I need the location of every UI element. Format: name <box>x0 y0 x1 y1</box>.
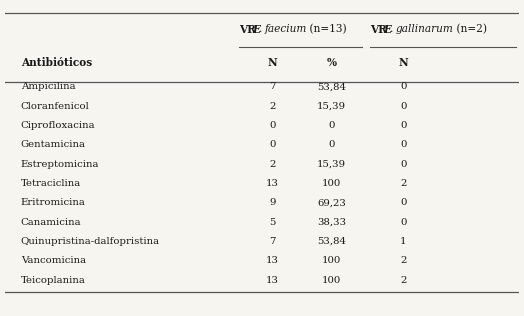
Text: N: N <box>267 57 277 68</box>
Text: 0: 0 <box>400 121 407 130</box>
Text: (n=2): (n=2) <box>453 24 487 35</box>
Text: Gentamicina: Gentamicina <box>20 140 85 149</box>
Text: Ciprofloxacina: Ciprofloxacina <box>20 121 95 130</box>
Text: 2: 2 <box>400 276 407 285</box>
Text: Vancomicina: Vancomicina <box>20 257 86 265</box>
Text: 100: 100 <box>322 276 341 285</box>
Text: .: . <box>390 24 397 34</box>
Text: Ampicilina: Ampicilina <box>20 82 75 91</box>
Text: 0: 0 <box>400 102 407 111</box>
Text: 7: 7 <box>269 237 276 246</box>
Text: Quinupristina-dalfopristina: Quinupristina-dalfopristina <box>20 237 160 246</box>
Text: 0: 0 <box>269 140 276 149</box>
Text: 9: 9 <box>269 198 276 207</box>
Text: 0: 0 <box>400 160 407 169</box>
Text: 0: 0 <box>400 218 407 227</box>
Text: 13: 13 <box>266 257 279 265</box>
Text: E: E <box>252 24 260 35</box>
Text: 0: 0 <box>400 140 407 149</box>
Text: gallinarum: gallinarum <box>396 24 453 34</box>
Text: .: . <box>259 24 266 34</box>
Text: (n=13): (n=13) <box>305 24 346 35</box>
Text: 53,84: 53,84 <box>317 82 346 91</box>
Text: Canamicina: Canamicina <box>20 218 81 227</box>
Text: 1: 1 <box>400 237 407 246</box>
Text: 2: 2 <box>400 179 407 188</box>
Text: VR: VR <box>239 24 256 35</box>
Text: 15,39: 15,39 <box>317 160 346 169</box>
Text: Antibióticos: Antibióticos <box>20 57 92 68</box>
Text: 0: 0 <box>400 198 407 207</box>
Text: 100: 100 <box>322 179 341 188</box>
Text: 53,84: 53,84 <box>317 237 346 246</box>
Text: 38,33: 38,33 <box>317 218 346 227</box>
Text: 0: 0 <box>328 121 334 130</box>
Text: VR: VR <box>370 24 387 35</box>
Text: 2: 2 <box>269 160 276 169</box>
Text: 69,23: 69,23 <box>317 198 346 207</box>
Text: Eritromicina: Eritromicina <box>20 198 85 207</box>
Text: E: E <box>383 24 391 35</box>
Text: 0: 0 <box>400 82 407 91</box>
Text: Estreptomicina: Estreptomicina <box>20 160 99 169</box>
Text: 0: 0 <box>328 140 334 149</box>
Text: 100: 100 <box>322 257 341 265</box>
Text: faecium: faecium <box>265 24 307 34</box>
Text: Tetraciclina: Tetraciclina <box>20 179 81 188</box>
Text: 7: 7 <box>269 82 276 91</box>
Text: %: % <box>326 57 336 68</box>
Text: 2: 2 <box>400 257 407 265</box>
Text: Cloranfenicol: Cloranfenicol <box>20 102 90 111</box>
Text: Teicoplanina: Teicoplanina <box>20 276 85 285</box>
Text: N: N <box>398 57 408 68</box>
Text: 15,39: 15,39 <box>317 102 346 111</box>
Text: 5: 5 <box>269 218 276 227</box>
Text: 13: 13 <box>266 179 279 188</box>
Text: 0: 0 <box>269 121 276 130</box>
Text: 2: 2 <box>269 102 276 111</box>
Text: 13: 13 <box>266 276 279 285</box>
